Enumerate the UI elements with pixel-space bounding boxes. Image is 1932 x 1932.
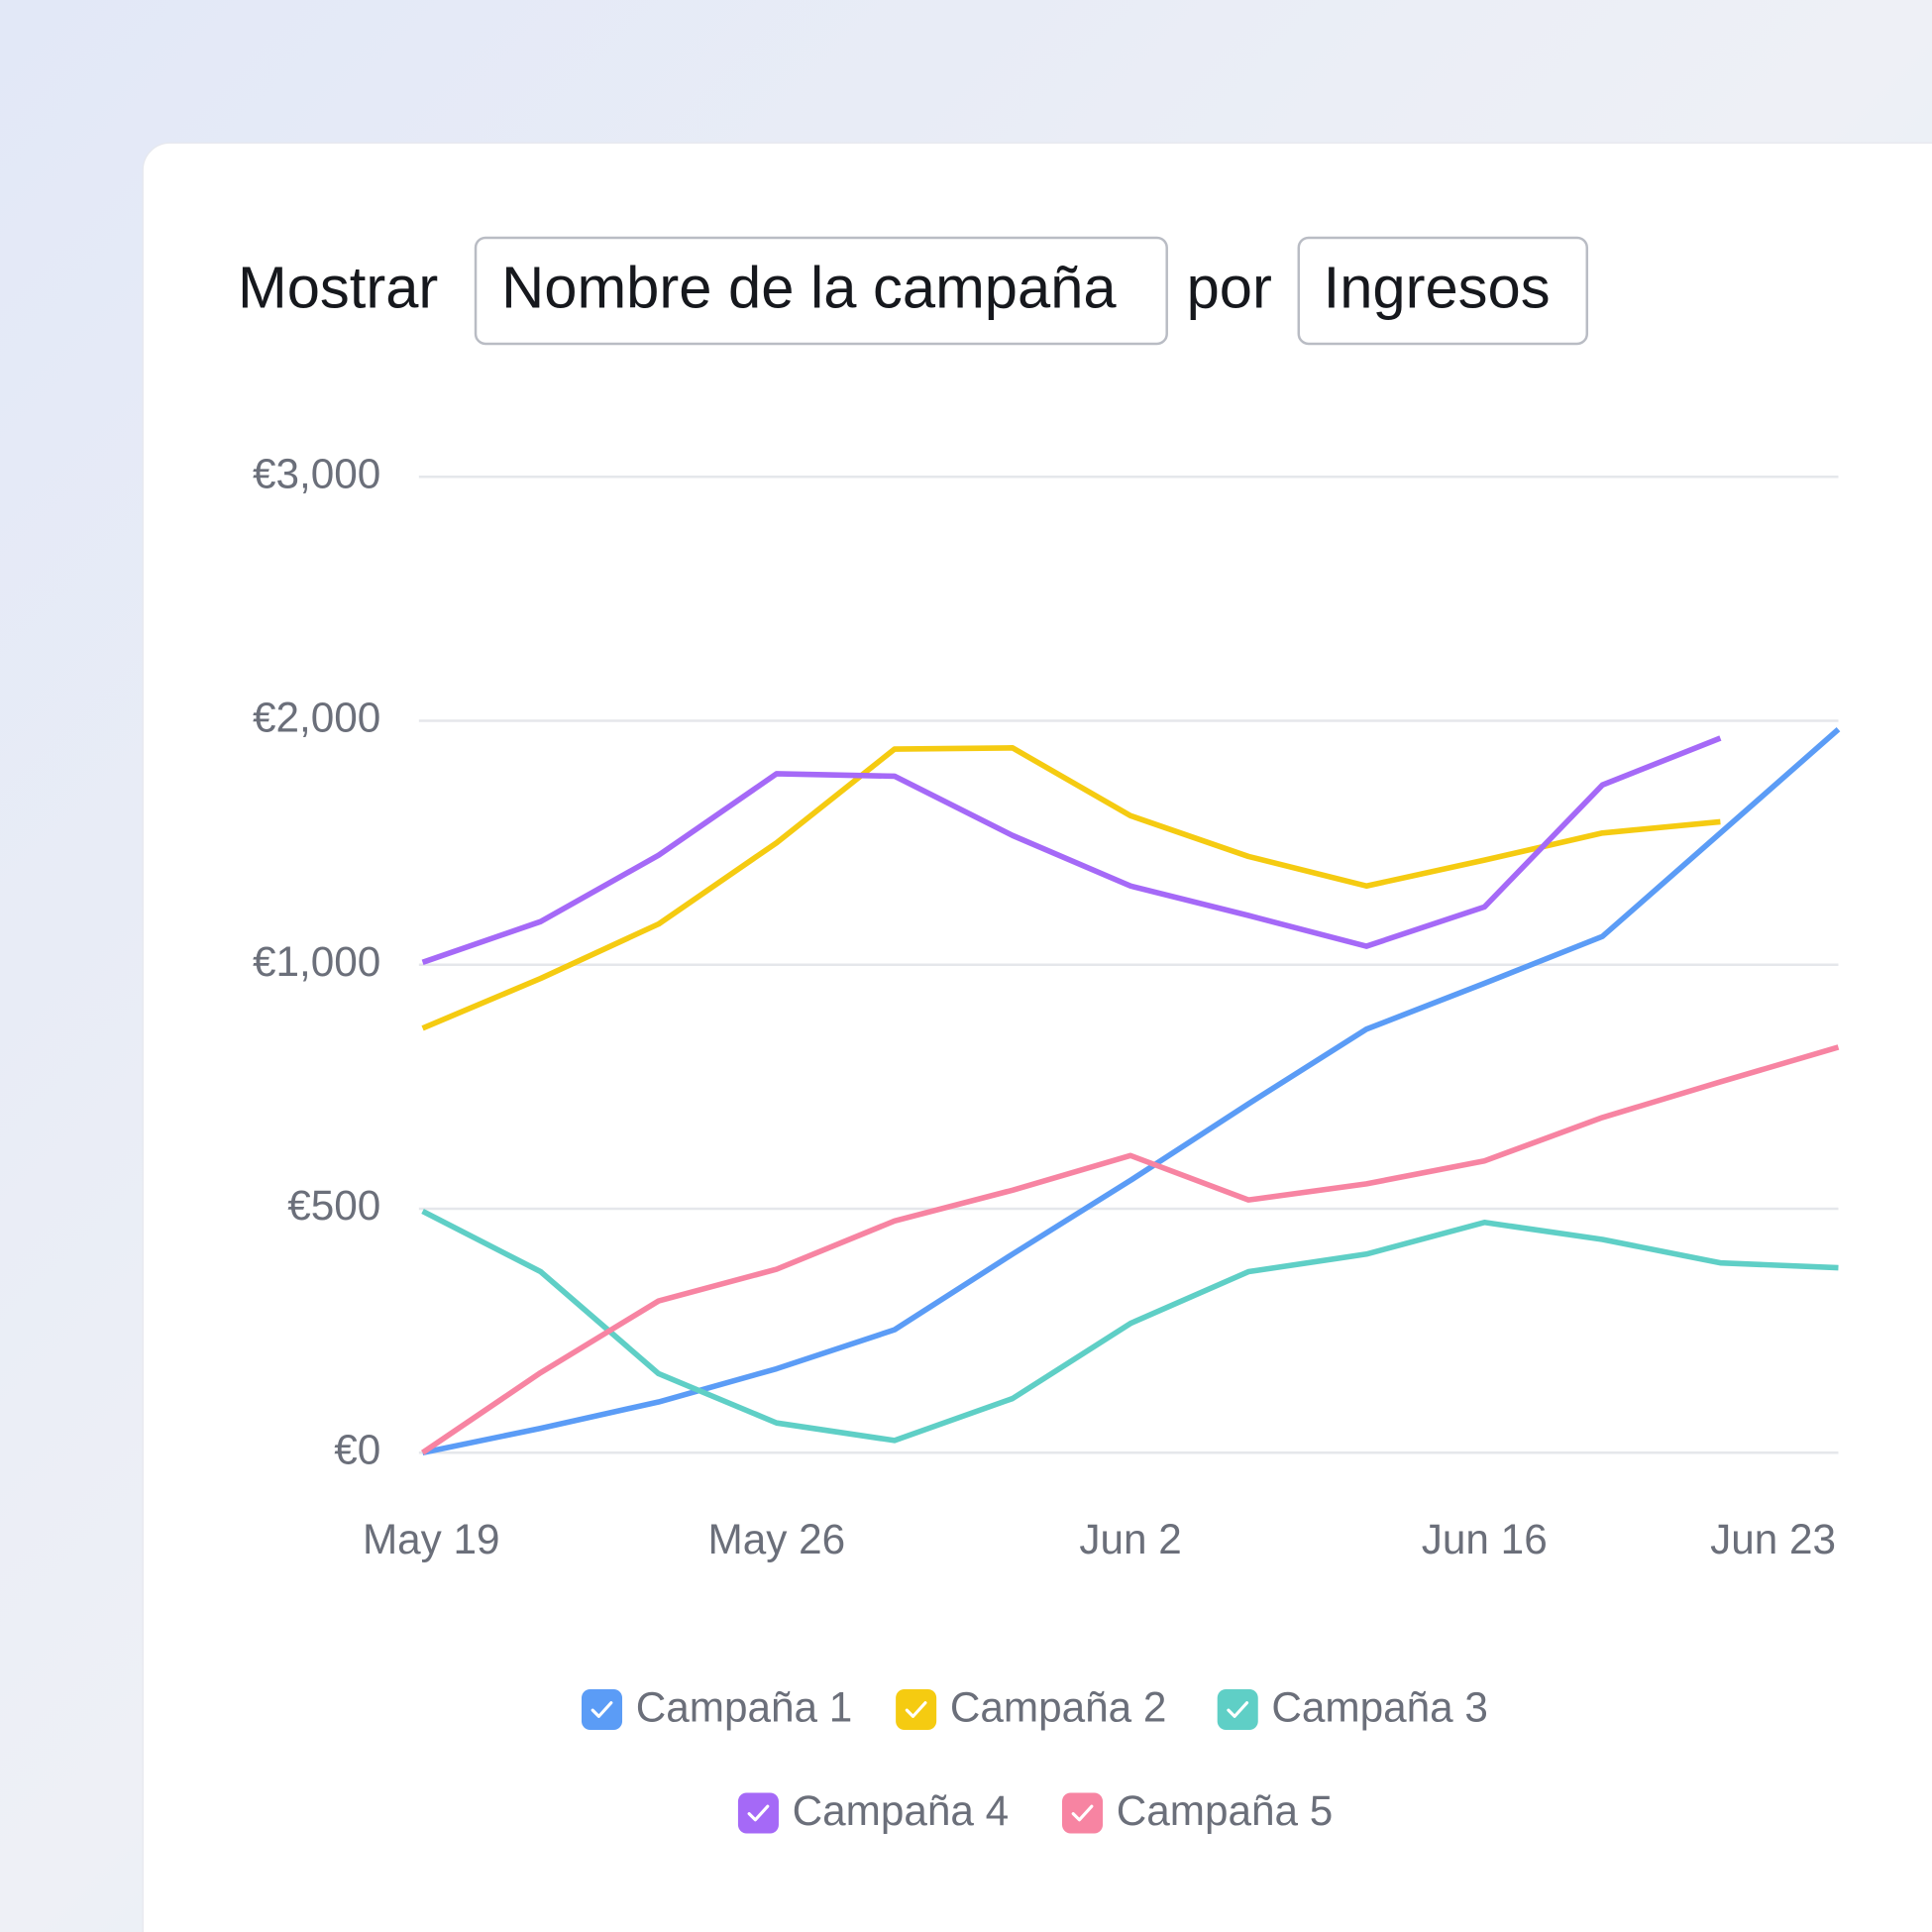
legend-label[interactable]: Campaña 2	[950, 1683, 1167, 1730]
legend-label[interactable]: Campaña 1	[636, 1683, 853, 1730]
legend-label[interactable]: Campaña 3	[1271, 1683, 1488, 1730]
x-tick-label: Jun 16	[1422, 1516, 1548, 1562]
legend-check[interactable]	[747, 1804, 770, 1822]
legend-label[interactable]: Campaña 5	[1117, 1787, 1334, 1834]
legend-check[interactable]	[1227, 1701, 1249, 1718]
y-tick-label: €0	[334, 1426, 380, 1472]
header-label: Mostrar	[238, 255, 438, 321]
y-tick-label: €2,000	[253, 695, 380, 741]
legend-check[interactable]	[905, 1701, 927, 1718]
legend-checkbox[interactable]	[581, 1689, 623, 1731]
x-tick-label: Jun 23	[1710, 1516, 1836, 1562]
x-tick-label: May 19	[363, 1516, 500, 1562]
y-tick-label: €1,000	[253, 938, 380, 985]
series-line	[421, 1208, 1839, 1444]
legend-check[interactable]	[1071, 1804, 1094, 1822]
metric-select-text[interactable]: Ingresos	[1324, 255, 1551, 321]
legend-checkbox[interactable]	[1062, 1792, 1104, 1834]
x-tick-label: May 26	[707, 1516, 845, 1562]
legend-checkbox[interactable]	[737, 1792, 779, 1834]
series-line	[420, 1044, 1840, 1455]
card	[142, 142, 1932, 1932]
y-tick-label: €3,000	[253, 450, 380, 496]
series-line	[421, 735, 1722, 965]
field-select[interactable]	[474, 236, 1168, 346]
legend-checkbox[interactable]	[896, 1689, 937, 1731]
series-line	[421, 727, 1841, 1455]
y-tick-label: €500	[287, 1182, 380, 1229]
x-tick-label: Jun 2	[1079, 1516, 1181, 1562]
field-select-text[interactable]: Nombre de la campaña	[501, 255, 1117, 321]
metric-select[interactable]	[1297, 236, 1589, 346]
header-connector: por	[1187, 255, 1272, 321]
legend-label[interactable]: Campaña 4	[793, 1787, 1010, 1834]
legend-check[interactable]	[590, 1701, 613, 1718]
legend-checkbox[interactable]	[1217, 1689, 1258, 1731]
series-line	[421, 745, 1721, 1031]
